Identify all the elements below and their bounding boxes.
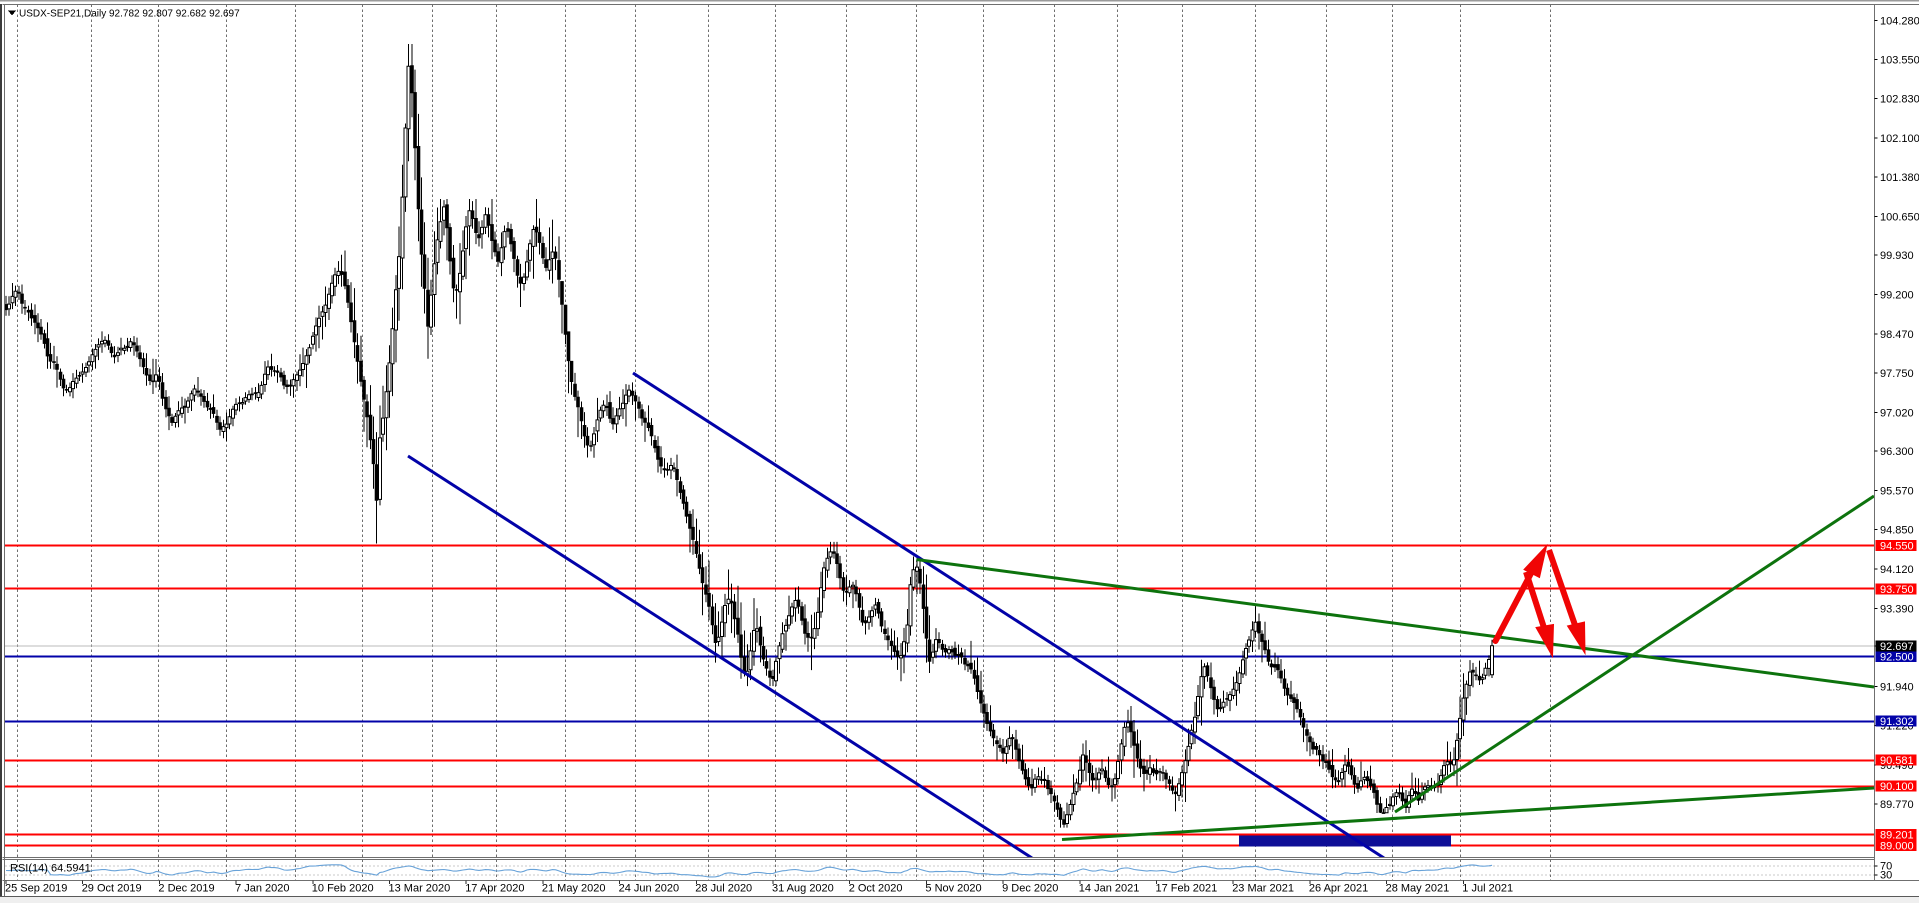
svg-text:97.020: 97.020 [1880, 407, 1914, 419]
svg-text:13 Mar 2020: 13 Mar 2020 [389, 883, 451, 895]
svg-text:26 Apr 2021: 26 Apr 2021 [1309, 883, 1368, 895]
svg-text:70: 70 [1880, 861, 1892, 873]
svg-text:5 Nov 2020: 5 Nov 2020 [925, 883, 981, 895]
svg-text:93.750: 93.750 [1880, 584, 1914, 596]
svg-text:94.550: 94.550 [1880, 541, 1914, 553]
svg-text:90.100: 90.100 [1880, 781, 1914, 793]
svg-text:30: 30 [1880, 870, 1892, 882]
svg-text:91.302: 91.302 [1880, 716, 1914, 728]
svg-text:29 Oct 2019: 29 Oct 2019 [82, 883, 142, 895]
svg-text:98.470: 98.470 [1880, 329, 1914, 341]
svg-text:USDX-SEP21,Daily: USDX-SEP21,Daily [19, 9, 106, 20]
svg-text:91.940: 91.940 [1880, 682, 1914, 694]
svg-text:94.850: 94.850 [1880, 525, 1914, 537]
svg-text:102.830: 102.830 [1880, 94, 1919, 106]
svg-text:10 Feb 2020: 10 Feb 2020 [312, 883, 374, 895]
svg-text:21 May 2020: 21 May 2020 [542, 883, 606, 895]
svg-text:97.750: 97.750 [1880, 368, 1914, 380]
svg-text:92.782 92.807 92.682 92.697: 92.782 92.807 92.682 92.697 [109, 9, 240, 20]
svg-text:92.500: 92.500 [1880, 651, 1914, 663]
svg-text:89.000: 89.000 [1880, 840, 1914, 852]
svg-text:RSI(14) 64.5941: RSI(14) 64.5941 [10, 863, 91, 875]
svg-text:101.380: 101.380 [1880, 172, 1919, 184]
svg-text:92.697: 92.697 [1880, 641, 1914, 653]
svg-text:28 Jul 2020: 28 Jul 2020 [695, 883, 752, 895]
svg-text:24 Jun 2020: 24 Jun 2020 [619, 883, 680, 895]
svg-text:23 Mar 2021: 23 Mar 2021 [1232, 883, 1294, 895]
svg-text:95.570: 95.570 [1880, 486, 1914, 498]
svg-text:2 Dec 2019: 2 Dec 2019 [158, 883, 214, 895]
svg-text:90.581: 90.581 [1880, 755, 1914, 767]
svg-text:99.930: 99.930 [1880, 250, 1914, 262]
svg-text:17 Apr 2020: 17 Apr 2020 [465, 883, 524, 895]
svg-text:2 Oct 2020: 2 Oct 2020 [849, 883, 903, 895]
svg-text:17 Feb 2021: 17 Feb 2021 [1156, 883, 1218, 895]
svg-text:89.201: 89.201 [1880, 830, 1914, 842]
svg-text:96.300: 96.300 [1880, 446, 1914, 458]
svg-text:1 Jul 2021: 1 Jul 2021 [1462, 883, 1513, 895]
svg-text:94.120: 94.120 [1880, 564, 1914, 576]
svg-text:9 Dec 2020: 9 Dec 2020 [1002, 883, 1058, 895]
svg-text:89.770: 89.770 [1880, 799, 1914, 811]
svg-text:31 Aug 2020: 31 Aug 2020 [772, 883, 834, 895]
svg-text:104.280: 104.280 [1880, 15, 1919, 27]
svg-text:103.550: 103.550 [1880, 55, 1919, 67]
svg-text:25 Sep 2019: 25 Sep 2019 [5, 883, 67, 895]
svg-text:7 Jan 2020: 7 Jan 2020 [235, 883, 289, 895]
svg-text:100.650: 100.650 [1880, 211, 1919, 223]
svg-text:93.390: 93.390 [1880, 603, 1914, 615]
svg-text:14 Jan 2021: 14 Jan 2021 [1079, 883, 1140, 895]
svg-text:28 May 2021: 28 May 2021 [1386, 883, 1450, 895]
svg-text:99.200: 99.200 [1880, 290, 1914, 302]
svg-text:102.100: 102.100 [1880, 133, 1919, 145]
